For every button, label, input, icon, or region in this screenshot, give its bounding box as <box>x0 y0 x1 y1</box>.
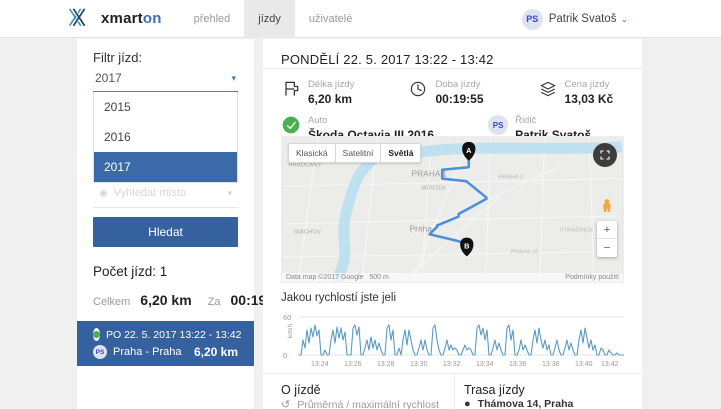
svg-text:13:34: 13:34 <box>476 361 494 368</box>
svg-text:13:40: 13:40 <box>575 361 593 368</box>
svg-text:PRAHA 3: PRAHA 3 <box>498 174 524 180</box>
svg-text:STRAŠNICE: STRAŠNICE <box>560 227 594 234</box>
svg-text:13:42: 13:42 <box>601 361 619 368</box>
svg-text:0: 0 <box>283 351 287 360</box>
svg-text:B: B <box>464 241 469 250</box>
svg-text:SMÍCHOV: SMÍCHOV <box>293 229 321 236</box>
svg-text:km/h: km/h <box>287 324 294 338</box>
svg-text:13:24: 13:24 <box>311 361 329 368</box>
svg-text:MŮSTEK: MŮSTEK <box>421 184 446 191</box>
svg-text:13:28: 13:28 <box>377 361 395 368</box>
svg-text:13:26: 13:26 <box>344 361 362 368</box>
svg-text:PRAHA 10: PRAHA 10 <box>510 249 539 255</box>
svg-text:13:30: 13:30 <box>410 361 428 368</box>
svg-text:60: 60 <box>283 313 291 322</box>
svg-text:A: A <box>466 146 472 155</box>
svg-text:Praha: Praha <box>410 224 433 234</box>
svg-text:13:32: 13:32 <box>443 361 461 368</box>
svg-text:13:36: 13:36 <box>509 361 527 368</box>
svg-text:13:38: 13:38 <box>542 361 560 368</box>
